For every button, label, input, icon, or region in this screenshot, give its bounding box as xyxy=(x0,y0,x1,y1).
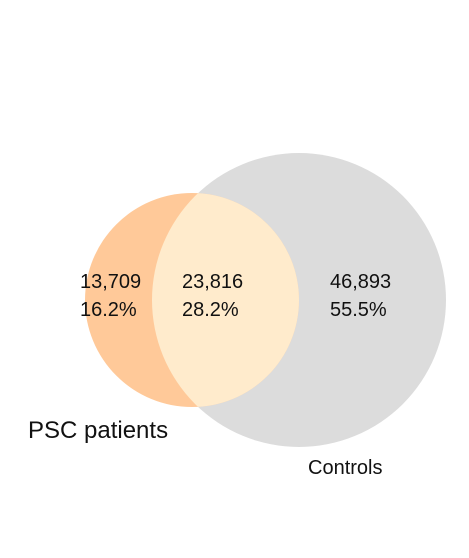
psc-only-count: 13,709 xyxy=(80,271,141,293)
psc-only-percent: 16.2% xyxy=(80,299,137,321)
intersection-region xyxy=(152,193,299,407)
controls-label: Controls xyxy=(308,457,382,479)
controls-only-percent: 55.5% xyxy=(330,299,387,321)
intersection-count: 23,816 xyxy=(182,271,243,293)
intersection-percent: 28.2% xyxy=(182,299,239,321)
psc-patients-label: PSC patients xyxy=(28,417,168,444)
controls-only-count: 46,893 xyxy=(330,271,391,293)
